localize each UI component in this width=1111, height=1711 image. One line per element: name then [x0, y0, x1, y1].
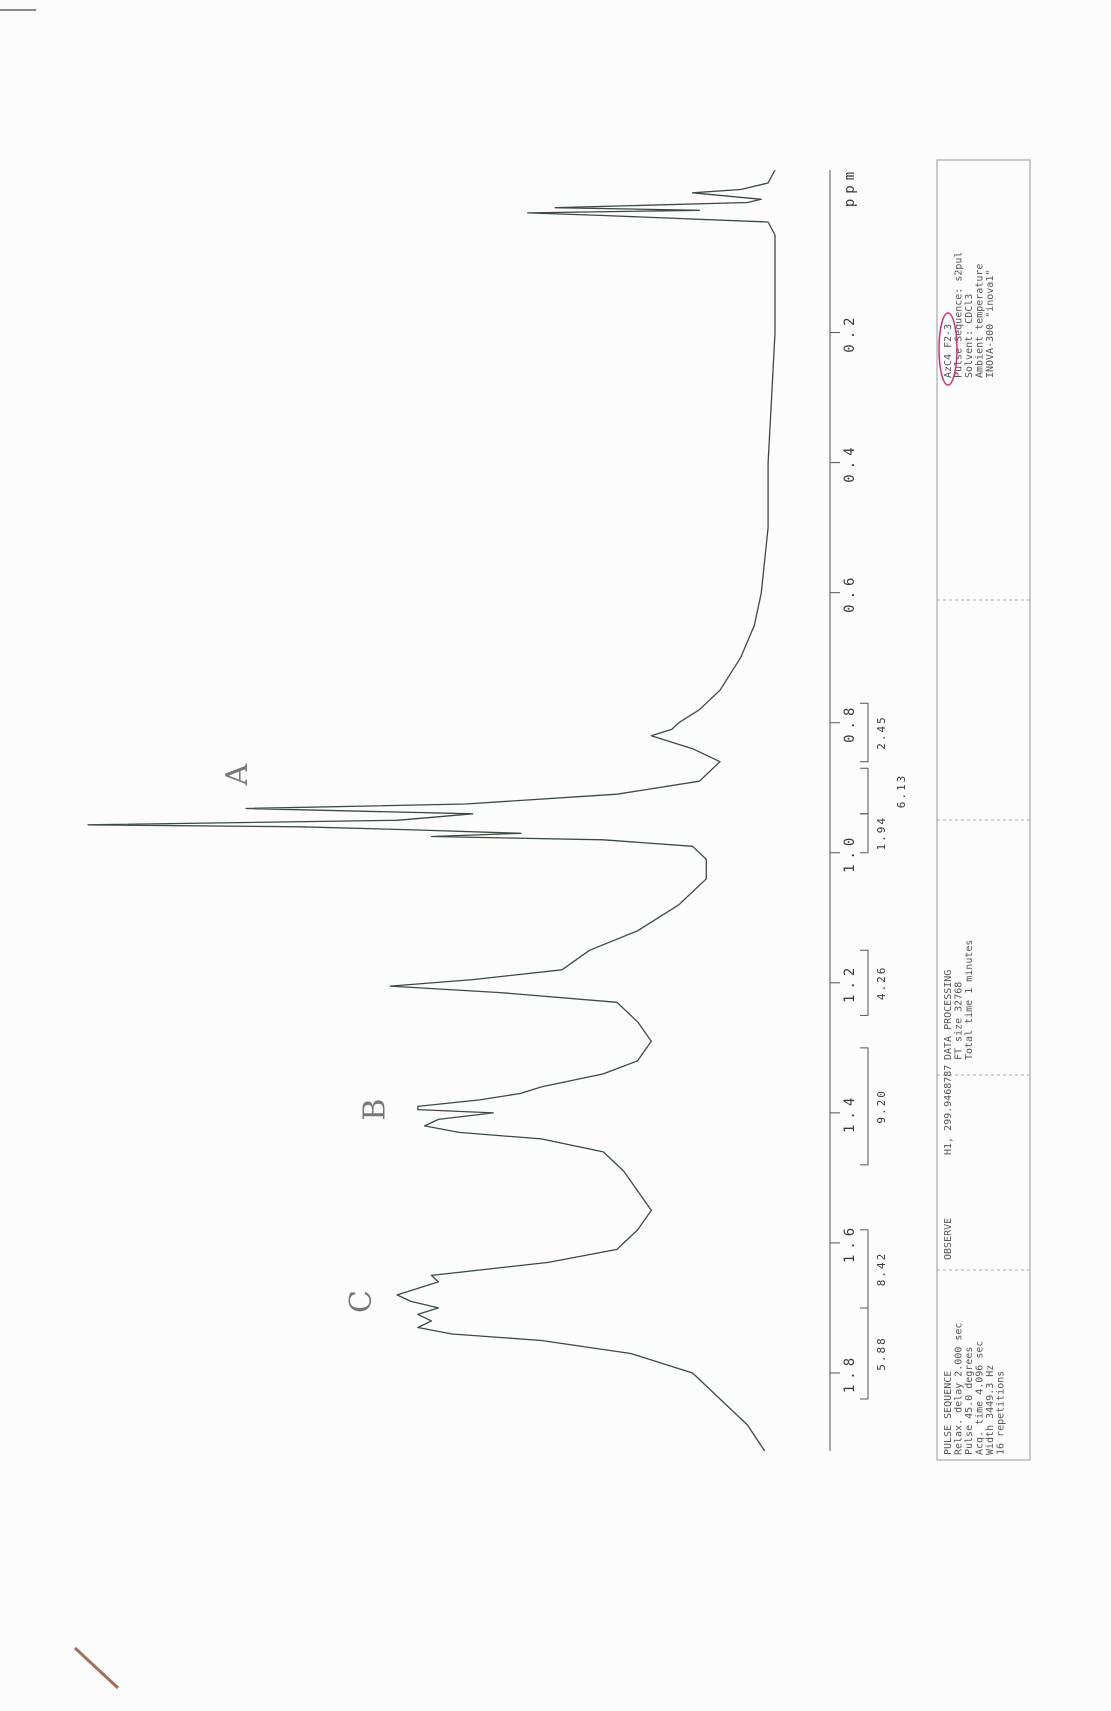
integral-label: 4.26	[875, 966, 888, 1001]
integral-label: 5.88	[875, 1336, 888, 1371]
parameter-text: H1, 299.9468787	[943, 1065, 954, 1155]
integral-bracket	[860, 702, 869, 763]
x-tick-label: 1.8	[842, 1353, 858, 1393]
parameter-text: Solvent: CDCl3	[964, 294, 975, 378]
integral-label: 6.13	[895, 774, 908, 809]
parameter-text: Relax. delay 2.000 sec	[954, 1323, 965, 1455]
x-tick-label: 1.2	[842, 963, 858, 1003]
x-tick-label: 0.6	[842, 573, 858, 613]
handwritten-note: B	[358, 1099, 393, 1121]
rotated-plot: 1.8 1.6 1.4 1.2 1.0 0.8 0.6 0.4 0.2 ppm 5.88 8.42 9.…	[87, 159, 1031, 1461]
parameter-box	[936, 159, 1031, 1461]
parameter-text: INOVA-300 "inova1"	[985, 270, 996, 378]
integral-label: 1.94	[875, 816, 888, 851]
parameter-text: Ambient temperature	[975, 264, 986, 378]
handwritten-note: A	[220, 764, 255, 787]
integral-bracket	[860, 767, 869, 815]
integral-label: 9.20	[875, 1089, 888, 1124]
x-tick-label: 1.6	[842, 1223, 858, 1263]
parameter-text: Total time 1 minutes	[964, 940, 975, 1060]
parameter-text: AzC4 F2-3	[943, 324, 954, 378]
x-tick-label: 1.4	[842, 1093, 858, 1133]
spectrum-line	[87, 169, 776, 1452]
x-tick-label: 1.0	[842, 833, 858, 873]
parameter-text: Acq. time 4.096 sec	[975, 1341, 986, 1455]
parameter-text: OBSERVE	[943, 1218, 954, 1260]
integral-label: 8.42	[875, 1252, 888, 1287]
integral-bracket	[860, 1229, 869, 1309]
sample-circle	[938, 312, 958, 386]
x-tick-label: 0.2	[842, 312, 858, 352]
handwritten-note: C	[344, 1290, 379, 1313]
parameter-text: PULSE SEQUENCE	[943, 1371, 954, 1455]
parameter-text: Width 3449.3 Hz	[985, 1365, 996, 1455]
integral-bracket	[860, 949, 869, 1016]
integral-label: 2.45	[875, 715, 888, 750]
parameter-text: FT size 32768	[954, 982, 965, 1060]
parameter-text: Pulse 45.0 degrees	[964, 1347, 975, 1455]
x-tick-label: 0.4	[842, 442, 858, 482]
parameter-text: Pulse Sequence: s2pul	[954, 252, 965, 378]
parameter-text: 16 repetitions	[996, 1371, 1007, 1455]
integral-bracket	[860, 1047, 869, 1166]
x-tick-label: 0.8	[842, 703, 858, 743]
x-axis-label: ppm	[842, 167, 858, 207]
staple	[73, 1646, 120, 1690]
parameter-text: DATA PROCESSING	[943, 970, 954, 1060]
